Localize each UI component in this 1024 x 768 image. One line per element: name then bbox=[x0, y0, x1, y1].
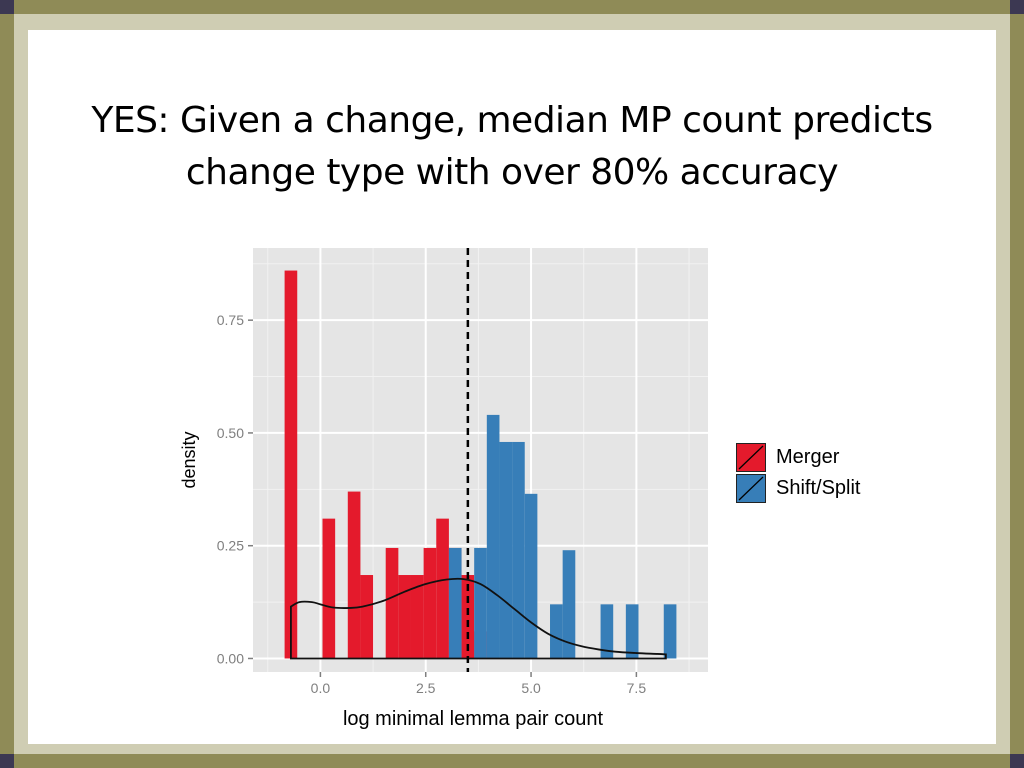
y-axis-title: density bbox=[179, 431, 199, 488]
bar-merger bbox=[423, 547, 437, 659]
legend-key-merger bbox=[736, 443, 766, 472]
frame-corner bbox=[0, 0, 14, 14]
bar-shift-split bbox=[524, 493, 538, 659]
legend-item-merger: Merger bbox=[736, 442, 860, 473]
slide-title-line-1: YES: Given a change, median MP count pre… bbox=[91, 100, 933, 141]
bar-shift-split bbox=[499, 441, 513, 659]
y-tick-label: 0.25 bbox=[217, 538, 244, 554]
bar-shift-split bbox=[562, 550, 576, 659]
bar-shift-split bbox=[448, 547, 462, 659]
bar-shift-split bbox=[550, 604, 563, 659]
legend: Merger Shift/Split bbox=[736, 442, 860, 504]
x-tick-label: 7.5 bbox=[627, 680, 647, 696]
x-tick-label: 0.0 bbox=[311, 680, 331, 696]
bar-shift-split bbox=[600, 604, 614, 659]
frame-corner bbox=[1010, 754, 1024, 768]
legend-swatch-shift-split bbox=[737, 475, 765, 502]
bar-merger bbox=[322, 518, 336, 659]
bar-shift-split bbox=[512, 441, 525, 659]
bar-shift-split bbox=[625, 604, 639, 659]
frame-corner bbox=[1010, 0, 1024, 14]
bar-merger bbox=[436, 518, 449, 659]
bar-shift-split bbox=[474, 547, 487, 659]
bar-shift-split bbox=[486, 414, 500, 659]
bar-merger bbox=[284, 270, 298, 659]
bar-merger bbox=[410, 575, 424, 659]
legend-label-shift-split: Shift/Split bbox=[776, 477, 861, 499]
y-tick-label: 0.50 bbox=[217, 425, 244, 441]
y-tick-label: 0.00 bbox=[217, 650, 244, 666]
legend-label-merger: Merger bbox=[776, 446, 840, 468]
x-tick-label: 2.5 bbox=[416, 680, 436, 696]
bar-merger bbox=[360, 575, 374, 659]
bar-merger bbox=[385, 547, 399, 659]
slide-title: YES: Given a change, median MP count pre… bbox=[40, 95, 984, 199]
legend-swatch-merger bbox=[737, 444, 765, 471]
x-axis-title: log minimal lemma pair count bbox=[342, 708, 604, 730]
legend-item-shift-split: Shift/Split bbox=[736, 473, 860, 504]
legend-key-shift-split bbox=[736, 474, 766, 503]
legend-swatch-slash bbox=[738, 445, 764, 470]
slide-title-line-2: change type with over 80% accuracy bbox=[185, 152, 839, 193]
legend-swatch-slash bbox=[738, 476, 764, 501]
frame-corner bbox=[0, 754, 14, 768]
bar-merger bbox=[398, 575, 411, 659]
bar-merger bbox=[461, 575, 475, 659]
bar-shift-split bbox=[663, 604, 677, 659]
x-tick-label: 5.0 bbox=[521, 680, 541, 696]
bar-merger bbox=[347, 491, 361, 659]
y-tick-label: 0.75 bbox=[217, 312, 244, 328]
density-curve bbox=[290, 577, 667, 660]
